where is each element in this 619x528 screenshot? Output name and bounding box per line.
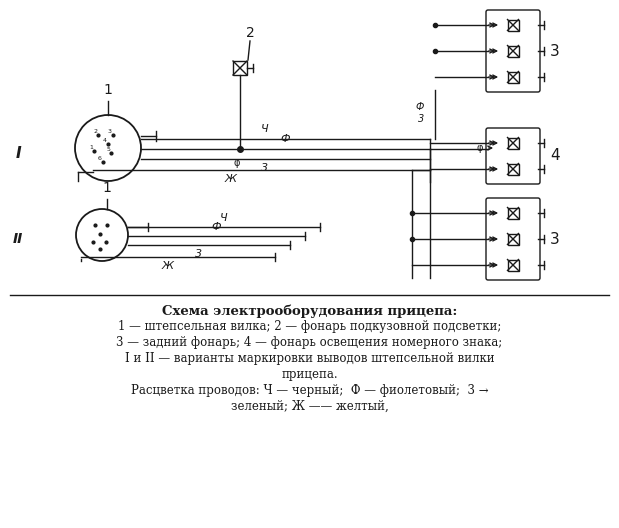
Bar [508, 71, 519, 82]
Text: зеленый; Ж —— желтый,: зеленый; Ж —— желтый, [231, 400, 388, 413]
Text: 6: 6 [98, 156, 102, 161]
Text: 4: 4 [550, 148, 560, 164]
Text: φ: φ [234, 158, 240, 168]
Text: 2: 2 [93, 129, 97, 134]
Text: 3: 3 [196, 249, 202, 259]
Text: 1 — штепсельная вилка; 2 — фонарь подкузовной подсветки;: 1 — штепсельная вилка; 2 — фонарь подкуз… [118, 320, 501, 333]
Text: Ф: Ф [211, 222, 221, 232]
Text: Ж: Ж [162, 261, 174, 271]
Text: 3: 3 [261, 163, 269, 173]
Text: I: I [15, 146, 21, 161]
Text: φ: φ [477, 143, 483, 153]
Text: 3: 3 [418, 114, 424, 124]
Text: II: II [13, 232, 23, 246]
Text: 1: 1 [103, 83, 113, 97]
Text: Ф: Ф [280, 134, 290, 144]
Text: 3: 3 [550, 43, 560, 59]
Bar [508, 137, 519, 148]
Text: 3: 3 [550, 231, 560, 247]
Text: Ч: Ч [220, 213, 228, 223]
Bar [508, 45, 519, 56]
Text: Ч: Ч [261, 124, 269, 134]
Text: Схема электрооборудования прицепа:: Схема электрооборудования прицепа: [162, 304, 457, 317]
Bar [233, 61, 247, 75]
Text: 1: 1 [89, 145, 93, 150]
Text: Расцветка проводов: Ч — черный;  Ф — фиолетовый;  3 →: Расцветка проводов: Ч — черный; Ф — фиол… [131, 384, 488, 397]
Text: Ж: Ж [225, 174, 237, 184]
Text: 1: 1 [103, 181, 111, 195]
Bar [508, 233, 519, 244]
Bar [508, 259, 519, 270]
Text: I и II — варианты маркировки выводов штепсельной вилки: I и II — варианты маркировки выводов ште… [124, 352, 495, 365]
Text: 3 — задний фонарь; 4 — фонарь освещения номерного знака;: 3 — задний фонарь; 4 — фонарь освещения … [116, 336, 503, 349]
Bar [508, 164, 519, 174]
Text: 2: 2 [246, 26, 254, 40]
Bar [508, 20, 519, 31]
Text: 4: 4 [103, 138, 107, 143]
Text: Ф: Ф [415, 102, 424, 112]
Text: 5: 5 [106, 147, 110, 152]
Text: 3: 3 [108, 129, 112, 134]
Text: прицепа.: прицепа. [281, 368, 338, 381]
Bar [508, 208, 519, 219]
